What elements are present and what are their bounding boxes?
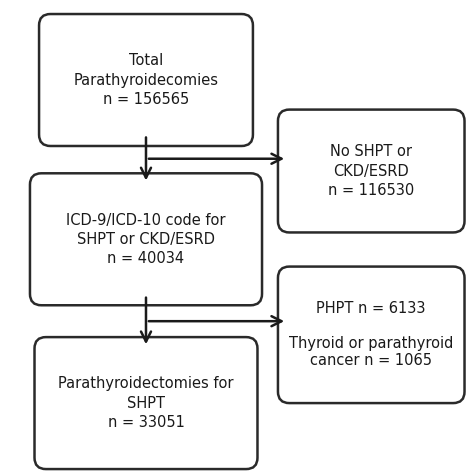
FancyBboxPatch shape xyxy=(35,337,257,469)
FancyBboxPatch shape xyxy=(39,14,253,146)
Text: Parathyroidectomies for: Parathyroidectomies for xyxy=(58,376,234,392)
Text: No SHPT or: No SHPT or xyxy=(330,145,412,159)
Text: n = 33051: n = 33051 xyxy=(108,415,184,430)
FancyBboxPatch shape xyxy=(278,109,465,232)
Text: n = 40034: n = 40034 xyxy=(108,251,184,266)
Text: Thyroid or parathyroid: Thyroid or parathyroid xyxy=(289,336,454,351)
FancyBboxPatch shape xyxy=(278,266,465,403)
Text: Parathyroidecomies: Parathyroidecomies xyxy=(73,73,219,88)
Text: ICD-9/ICD-10 code for: ICD-9/ICD-10 code for xyxy=(66,213,226,228)
Text: CKD/ESRD: CKD/ESRD xyxy=(333,164,409,179)
Text: SHPT or CKD/ESRD: SHPT or CKD/ESRD xyxy=(77,232,215,247)
Text: SHPT: SHPT xyxy=(127,396,165,410)
Text: cancer n = 1065: cancer n = 1065 xyxy=(310,353,432,368)
Text: n = 156565: n = 156565 xyxy=(103,91,189,107)
Text: PHPT n = 6133: PHPT n = 6133 xyxy=(317,301,426,317)
Text: n = 116530: n = 116530 xyxy=(328,182,414,198)
FancyBboxPatch shape xyxy=(30,173,262,305)
Text: Total: Total xyxy=(129,54,163,68)
